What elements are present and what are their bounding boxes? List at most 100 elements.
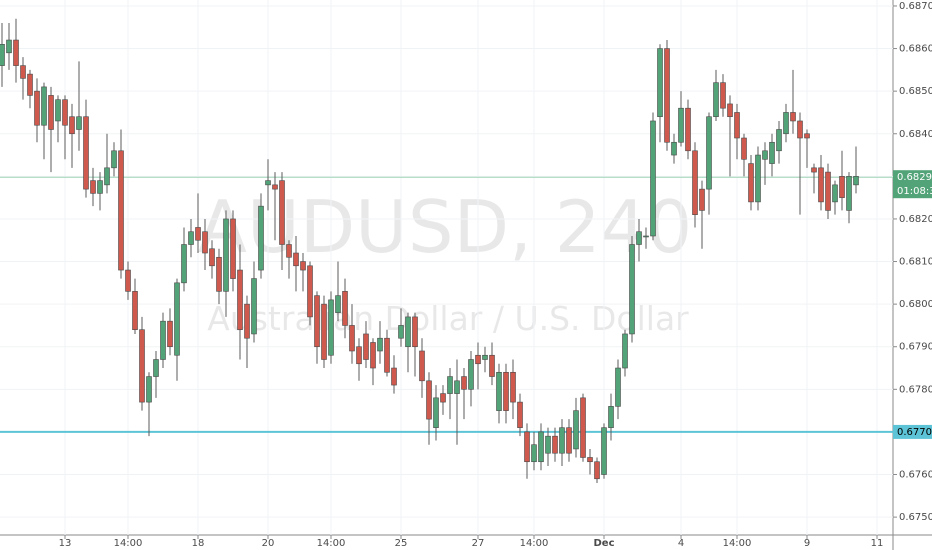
candle-body xyxy=(118,150,124,271)
candle-body xyxy=(580,397,586,458)
candle-body xyxy=(594,461,600,480)
candle-body xyxy=(83,116,89,190)
watermark-symbol: AUDUSD, 240 xyxy=(198,185,692,269)
candle-body xyxy=(6,39,12,54)
candle-body xyxy=(545,435,551,454)
candle-body xyxy=(776,129,782,152)
candle-body xyxy=(370,342,376,369)
candle-body xyxy=(251,278,257,335)
candle-body xyxy=(139,329,145,403)
candle-body xyxy=(90,180,96,194)
candle-body xyxy=(489,354,495,377)
candle-body xyxy=(853,176,859,186)
candle-body xyxy=(153,359,159,377)
candle-body xyxy=(146,376,152,403)
candle-body xyxy=(69,116,75,135)
candle-body xyxy=(216,256,222,292)
candle-body xyxy=(650,120,656,237)
last-price-box xyxy=(893,170,932,199)
candle-body xyxy=(804,133,810,139)
candle-body xyxy=(559,427,565,454)
candle-body xyxy=(62,99,68,126)
candle-body xyxy=(475,354,481,365)
candle-body xyxy=(405,316,411,348)
candle-body xyxy=(524,431,530,463)
candle-body xyxy=(398,325,404,339)
candle-body xyxy=(174,282,180,356)
candle-body xyxy=(706,116,712,190)
x-tick-label: 25 xyxy=(395,538,408,549)
candle-body xyxy=(41,86,47,126)
candle-body xyxy=(517,401,523,428)
candle-body xyxy=(755,154,761,203)
candle-body xyxy=(699,188,705,211)
candle-body xyxy=(587,457,593,463)
candle-body xyxy=(447,376,453,394)
x-tick-label: 14:00 xyxy=(520,538,549,549)
candle-body xyxy=(97,180,103,194)
candle-body xyxy=(0,43,5,66)
candle-body xyxy=(818,167,824,203)
candle-body xyxy=(272,184,278,190)
candle-body xyxy=(734,112,740,139)
candle-body xyxy=(671,141,677,156)
candle-body xyxy=(195,227,201,241)
candle-body xyxy=(433,397,439,428)
x-tick-label: 20 xyxy=(262,538,275,549)
candle-body xyxy=(685,107,691,152)
candle-body xyxy=(48,95,54,130)
candle-body xyxy=(622,333,628,369)
candle-body xyxy=(769,141,775,164)
candle-body xyxy=(748,163,754,203)
candle-body xyxy=(258,205,264,271)
countdown-label: 01:08:31 xyxy=(897,186,932,197)
candle-body xyxy=(111,150,117,169)
candle-body xyxy=(104,167,110,186)
candle-body xyxy=(741,137,747,160)
candle-body xyxy=(461,376,467,390)
x-tick-label: 4 xyxy=(678,538,684,549)
candle-body xyxy=(678,107,684,143)
candle-body xyxy=(279,180,285,245)
candle-body xyxy=(657,48,663,118)
x-tick-label: 14:00 xyxy=(317,538,346,549)
candle-body xyxy=(244,303,250,339)
candle-body xyxy=(286,244,292,258)
candle-body xyxy=(34,90,40,126)
candle-body xyxy=(573,410,579,450)
x-tick-label: 14:00 xyxy=(114,538,143,549)
candle-body xyxy=(643,235,649,238)
watermark-description: Australian Dollar / U.S. Dollar xyxy=(207,299,689,338)
candle-body xyxy=(783,112,789,135)
candle-body xyxy=(601,427,607,475)
last-price-label: 0.68298 xyxy=(897,172,932,183)
candle-body xyxy=(720,82,726,109)
candle-body xyxy=(335,295,341,313)
candle-body xyxy=(531,444,537,463)
candle-body xyxy=(384,337,390,373)
candle-body xyxy=(419,350,425,382)
candle-body xyxy=(314,295,320,348)
y-tick-label: 0.68700 xyxy=(899,1,932,12)
candle-body xyxy=(664,48,670,143)
candle-body xyxy=(797,120,803,139)
candle-body xyxy=(300,261,306,271)
x-tick-label: Dec xyxy=(593,538,614,549)
candle-body xyxy=(412,316,418,348)
candle-body xyxy=(13,39,19,66)
candle-body xyxy=(55,99,61,122)
support-price-box xyxy=(893,424,932,439)
candle-body xyxy=(181,244,187,284)
candle-body xyxy=(209,248,215,267)
candle-body xyxy=(727,103,733,118)
candle-body xyxy=(160,320,166,360)
candle-body xyxy=(510,371,516,403)
candle-body xyxy=(349,325,355,352)
